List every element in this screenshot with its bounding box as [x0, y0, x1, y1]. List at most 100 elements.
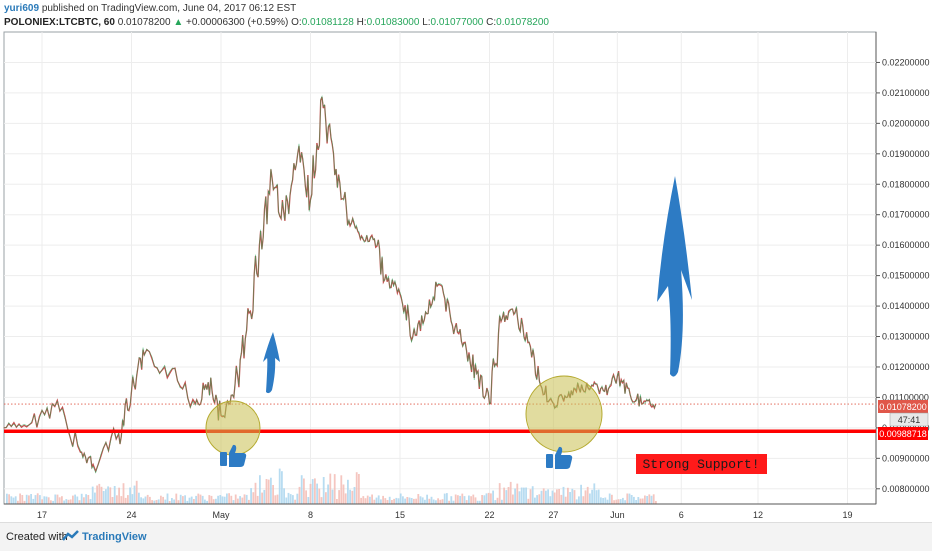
volume-bar: [129, 487, 131, 504]
volume-bar: [206, 500, 208, 504]
volume-bar: [221, 496, 224, 504]
volume-bar: [589, 493, 591, 504]
volume-bar: [490, 493, 492, 504]
volume-bar: [545, 490, 547, 504]
volume-bar: [131, 494, 134, 504]
volume-bar: [450, 496, 453, 504]
volume-bar: [182, 496, 184, 504]
volume-bar: [417, 494, 420, 504]
y-tick-label: 0.01100000: [882, 392, 929, 402]
volume-bar: [584, 490, 587, 504]
y-tick-label: 0.02200000: [882, 57, 930, 67]
volume-bar: [243, 494, 246, 504]
volume-bar: [318, 488, 321, 504]
volume-bar: [232, 500, 235, 504]
volume-bar: [373, 499, 376, 504]
volume-bar: [12, 497, 15, 504]
volume-bar: [155, 500, 158, 504]
volume-bar: [67, 499, 70, 504]
volume-bar: [415, 498, 417, 504]
volume-bar: [593, 483, 596, 504]
volume-bar: [646, 496, 648, 504]
volume-bar: [39, 495, 41, 504]
volume-bar: [173, 499, 175, 504]
volume-bar: [78, 500, 81, 504]
volume-bar: [553, 492, 556, 504]
volume-bar: [364, 498, 367, 504]
symbol-label: POLONIEX:LTCBTC, 60: [4, 17, 115, 28]
volume-bar: [259, 475, 261, 504]
volume-bar: [562, 486, 565, 504]
volume-bar: [571, 488, 574, 504]
volume-bar: [613, 500, 615, 504]
volume-bar: [195, 495, 197, 504]
volume-bar: [91, 486, 94, 504]
volume-bar: [28, 495, 30, 504]
volume-bar: [8, 494, 10, 504]
volume-bar: [635, 500, 637, 504]
volume-bar: [61, 496, 63, 504]
y-tick-label: 0.01600000: [882, 240, 930, 250]
x-axis: 17 24 May 8 15 22 27 Jun 6 12 19: [4, 503, 876, 520]
volume-bar: [402, 496, 404, 504]
volume-bar: [320, 497, 323, 504]
volume-bar: [135, 480, 138, 504]
volume-bar: [457, 495, 459, 504]
volume-bar: [512, 494, 514, 504]
volume-bar: [600, 497, 602, 504]
volume-bar: [630, 495, 633, 504]
x-tick-label: 12: [753, 510, 763, 520]
volume-bar: [186, 500, 189, 504]
y-tick-label: 0.02100000: [882, 88, 930, 98]
volume-bar: [239, 496, 241, 504]
volume-bar: [564, 496, 567, 504]
volume-bar: [285, 497, 288, 504]
tradingview-logo-icon: [62, 530, 79, 541]
volume-bar: [542, 488, 545, 504]
thumbs-up-icon: [546, 446, 573, 469]
volume-bar: [505, 490, 508, 504]
volume-bar: [336, 499, 338, 504]
volume-bar: [322, 477, 325, 504]
x-tick-label: 19: [842, 510, 852, 520]
last-price: 0.01078200: [117, 17, 171, 28]
volume-bar: [591, 489, 593, 504]
tradingview-link[interactable]: TradingView: [82, 531, 147, 543]
volume-bar: [201, 495, 204, 504]
volume-bar: [329, 473, 332, 504]
volume-bar: [204, 499, 206, 504]
x-tick-label: 8: [308, 510, 313, 520]
volume-bar: [529, 489, 532, 504]
support-label-box: Strong Support!: [636, 454, 767, 474]
change-up-icon: ▲: [173, 17, 184, 28]
volume-bar: [463, 496, 466, 504]
volume-bar: [615, 499, 618, 504]
volume-bar: [371, 494, 373, 504]
volume-bar: [395, 497, 398, 504]
volume-bar: [538, 494, 541, 504]
volume-bar: [124, 497, 127, 504]
volume-bar: [316, 483, 318, 504]
volume-bar: [245, 494, 248, 504]
volume-bar: [281, 471, 283, 504]
volume-bar: [608, 493, 611, 504]
author-name[interactable]: yuri609: [4, 3, 40, 14]
volume-bar: [309, 483, 312, 504]
volume-bar: [380, 499, 382, 504]
volume-bar: [536, 495, 538, 504]
volume-bar: [300, 475, 303, 504]
volume-bar: [567, 487, 569, 504]
volume-bar: [472, 494, 475, 504]
volume-bar: [157, 499, 160, 504]
chart-header: yuri609 published on TradingView.com, Ju…: [4, 2, 549, 30]
volume-bar: [386, 500, 389, 504]
volume-bar: [217, 495, 219, 504]
volume-bar: [98, 483, 101, 504]
volume-bar: [624, 500, 626, 504]
volume-bar: [72, 495, 74, 504]
volume-bar: [52, 500, 54, 504]
arrow-up-icon: [657, 176, 692, 377]
volume-bar: [83, 497, 85, 504]
volume-bar: [448, 500, 450, 504]
